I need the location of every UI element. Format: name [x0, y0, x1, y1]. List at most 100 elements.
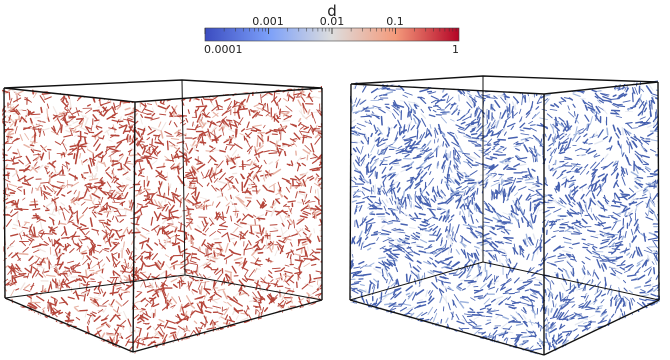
- vector-glyph: [269, 224, 278, 226]
- vector-glyph: [5, 218, 12, 227]
- vector-glyph: [164, 238, 168, 247]
- vector-glyph: [566, 261, 573, 268]
- vector-glyph: [532, 183, 542, 185]
- vector-glyph: [202, 199, 207, 208]
- vector-glyph: [355, 201, 365, 205]
- vector-glyph: [71, 231, 77, 240]
- vector-glyph: [136, 320, 142, 324]
- vector-glyph: [626, 252, 631, 256]
- vector-glyph: [29, 138, 32, 142]
- vector-glyph: [199, 196, 208, 200]
- vector-glyph: [93, 211, 103, 216]
- vector-glyph: [217, 160, 224, 169]
- vector-glyph: [213, 163, 219, 166]
- vector-glyph: [386, 279, 388, 284]
- vector-glyph: [284, 264, 290, 267]
- vector-glyph: [204, 310, 212, 314]
- vector-glyph: [550, 324, 556, 330]
- vector-glyph: [63, 152, 66, 158]
- vector-glyph: [97, 182, 106, 189]
- vector-glyph: [647, 132, 654, 137]
- vector-glyph: [212, 279, 216, 289]
- vector-glyph: [177, 229, 185, 233]
- vector-glyph: [23, 221, 28, 227]
- vector-glyph: [97, 198, 103, 201]
- vector-glyph: [545, 337, 550, 346]
- vector-glyph: [279, 108, 282, 116]
- vector-glyph: [193, 72, 201, 76]
- vector-glyph: [326, 350, 332, 356]
- vector-glyph: [207, 298, 213, 301]
- vector-glyph: [82, 207, 89, 214]
- vector-glyph: [148, 125, 152, 131]
- vector-glyph: [168, 140, 176, 146]
- vector-glyph: [112, 270, 121, 277]
- vector-glyph: [246, 131, 253, 138]
- vector-glyph: [591, 170, 597, 178]
- colorbar-tick-label-top-0: 0.001: [252, 15, 284, 28]
- vector-glyph: [419, 223, 426, 227]
- vector-glyph: [103, 307, 107, 314]
- vector-glyph: [209, 294, 216, 299]
- vector-glyph: [175, 315, 180, 319]
- vector-glyph: [324, 233, 327, 237]
- vector-glyph: [530, 299, 536, 302]
- vector-glyph: [147, 129, 156, 136]
- vector-glyph: [326, 351, 332, 354]
- vector-glyph: [353, 190, 362, 193]
- vector-glyph: [462, 116, 472, 121]
- vector-glyph: [228, 319, 236, 323]
- vector-glyph: [86, 313, 93, 317]
- vector-glyph: [62, 96, 66, 103]
- vector-glyph: [86, 73, 91, 77]
- vector-glyph: [631, 250, 636, 259]
- vector-glyph: [39, 95, 46, 103]
- vector-glyph: [294, 175, 300, 180]
- vector-glyph: [46, 171, 51, 175]
- vector-glyph: [250, 129, 258, 132]
- vector-glyph: [77, 197, 82, 202]
- vector-glyph: [465, 95, 472, 104]
- vector-glyph: [173, 166, 181, 169]
- vector-glyph: [373, 232, 382, 234]
- vector-glyph: [421, 118, 427, 127]
- vector-glyph: [555, 335, 563, 343]
- vector-glyph: [94, 119, 100, 122]
- vector-glyph: [274, 280, 279, 288]
- vector-glyph: [572, 255, 577, 263]
- vector-glyph: [210, 76, 214, 77]
- vector-glyph: [316, 109, 322, 117]
- vector-glyph: [468, 208, 474, 215]
- vector-glyph: [317, 235, 321, 243]
- vector-glyph: [453, 294, 459, 302]
- vector-glyph: [277, 275, 283, 284]
- vector-glyph: [564, 77, 569, 78]
- vector-glyph: [442, 93, 448, 98]
- vector-glyph: [279, 214, 284, 223]
- vector-glyph: [253, 244, 258, 248]
- vector-glyph: [112, 105, 120, 109]
- vector-glyph: [275, 80, 279, 83]
- vector-glyph: [638, 298, 647, 302]
- vector-glyph: [557, 68, 560, 69]
- vector-glyph: [53, 226, 58, 230]
- vector-glyph: [428, 208, 436, 217]
- vector-glyph: [634, 188, 644, 194]
- vector-glyph: [577, 128, 584, 132]
- vector-glyph: [2, 309, 3, 319]
- vector-glyph: [293, 92, 302, 96]
- vector-glyph: [240, 222, 247, 225]
- vector-glyph: [290, 242, 293, 247]
- vector-glyph: [8, 188, 16, 193]
- vector-glyph: [405, 285, 413, 292]
- vector-glyph: [95, 151, 104, 157]
- vector-glyph: [202, 302, 208, 309]
- vector-glyph: [438, 289, 443, 298]
- vector-glyph: [166, 319, 176, 324]
- vector-glyph: [578, 286, 586, 291]
- vector-glyph: [273, 200, 277, 207]
- vector-glyph: [203, 130, 209, 134]
- vector-glyph: [120, 264, 126, 272]
- vector-glyph: [115, 284, 122, 287]
- vector-glyph: [165, 205, 169, 212]
